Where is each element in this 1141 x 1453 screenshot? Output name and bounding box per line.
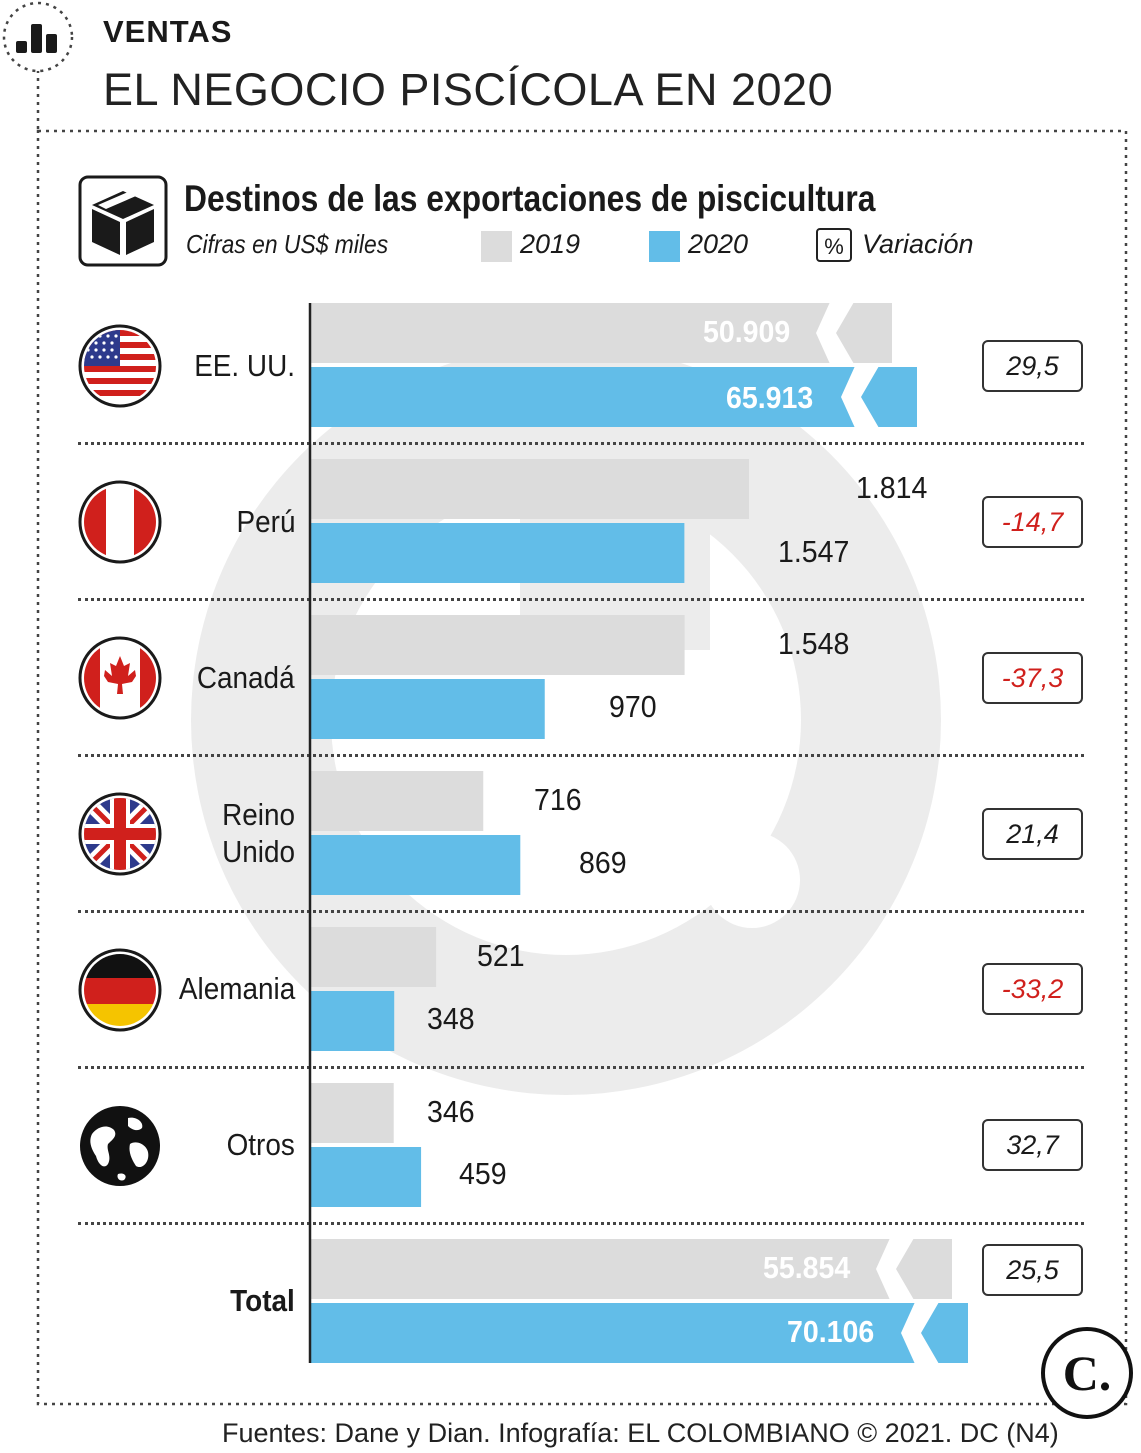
legend-swatch-2019 xyxy=(481,231,512,262)
globe-icon xyxy=(80,1106,160,1186)
usa-flag-icon xyxy=(78,324,162,408)
legend-percent-box: % xyxy=(816,228,852,262)
legend-label-2020: 2020 xyxy=(688,229,749,259)
row-separator xyxy=(78,1066,1084,1069)
axis-break-total-2019 xyxy=(876,1238,914,1300)
value-label-germany-2019: 521 xyxy=(477,938,525,973)
variation-germany: -33,2 xyxy=(982,963,1083,1015)
value-label-usa-2020: 65.913 xyxy=(726,380,814,415)
export-box-icon xyxy=(78,175,168,267)
row-separator xyxy=(78,910,1084,913)
bar-uk-2019 xyxy=(310,771,484,831)
row-label-uk-line2: Unido xyxy=(222,834,295,869)
chart-units: Cifras en US$ miles xyxy=(186,229,389,259)
section-kicker: VENTAS xyxy=(103,14,233,49)
value-label-uk-2020: 869 xyxy=(579,845,627,880)
uk-flag-icon xyxy=(78,792,162,876)
logo-letter: C. xyxy=(1063,1345,1112,1401)
value-label-others-2019: 346 xyxy=(427,1094,475,1129)
variation-usa: 29,5 xyxy=(982,340,1083,392)
canada-flag-icon xyxy=(78,636,162,720)
variation-uk: 21,4 xyxy=(982,808,1083,860)
bar-germany-2019 xyxy=(310,927,437,987)
bar-peru-2019 xyxy=(310,459,749,519)
bar-chart-icon xyxy=(16,24,57,53)
axis-break-total-2020 xyxy=(901,1302,939,1364)
row-label-uk-line1: Reino xyxy=(222,797,295,832)
value-label-others-2020: 459 xyxy=(459,1156,507,1191)
legend-swatch-2020 xyxy=(649,231,680,262)
bar-others-2020 xyxy=(310,1147,422,1207)
bar-canada-2019 xyxy=(310,615,685,675)
chart-subtitle: Destinos de las exportaciones de piscicu… xyxy=(184,178,876,219)
germany-flag-icon xyxy=(78,948,162,1032)
bar-peru-2020 xyxy=(310,523,685,583)
bar-total-2019 xyxy=(310,1239,952,1299)
value-label-peru-2020: 1.547 xyxy=(778,534,850,569)
footer-credits: Fuentes: Dane y Dian. Infografía: EL COL… xyxy=(222,1418,1059,1448)
bar-others-2019 xyxy=(310,1083,394,1143)
value-label-total-2020: 70.106 xyxy=(787,1314,875,1349)
bar-uk-2020 xyxy=(310,835,521,895)
row-label-usa: EE. UU. xyxy=(194,348,295,383)
variation-others: 32,7 xyxy=(982,1119,1083,1171)
value-label-usa-2019: 50.909 xyxy=(703,314,791,349)
value-label-canada-2020: 970 xyxy=(609,689,657,724)
legend-label-2019: 2019 xyxy=(520,229,581,259)
row-separator xyxy=(78,1222,1084,1225)
bar-total-2020 xyxy=(310,1303,968,1363)
variation-canada: -37,3 xyxy=(982,652,1083,704)
row-label-canada: Canadá xyxy=(197,660,295,695)
bar-germany-2020 xyxy=(310,991,395,1051)
peru-flag-icon xyxy=(78,480,162,564)
bar-canada-2020 xyxy=(310,679,545,739)
value-label-canada-2019: 1.548 xyxy=(778,626,850,661)
row-label-total: Total xyxy=(230,1283,295,1318)
bar-usa-2020 xyxy=(310,367,917,427)
axis-break-usa-2019 xyxy=(816,302,854,364)
variation-peru: -14,7 xyxy=(982,496,1083,548)
value-label-germany-2020: 348 xyxy=(427,1001,475,1036)
row-separator xyxy=(78,442,1084,445)
value-label-total-2019: 55.854 xyxy=(763,1250,851,1285)
page-title: EL NEGOCIO PISCÍCOLA EN 2020 xyxy=(103,64,834,115)
row-label-peru: Perú xyxy=(236,504,295,539)
row-separator xyxy=(78,754,1084,757)
variation-total: 25,5 xyxy=(982,1244,1083,1296)
row-separator xyxy=(78,598,1084,601)
row-label-others: Otros xyxy=(226,1127,295,1162)
axis-break-usa-2020 xyxy=(841,366,879,428)
el-colombiano-logo: C. xyxy=(1041,1327,1133,1419)
value-label-uk-2019: 716 xyxy=(534,782,582,817)
bar-usa-2019 xyxy=(310,303,892,363)
legend-label-variation: Variación xyxy=(862,229,974,259)
value-label-peru-2019: 1.814 xyxy=(856,470,928,505)
row-label-germany: Alemania xyxy=(178,971,295,1006)
